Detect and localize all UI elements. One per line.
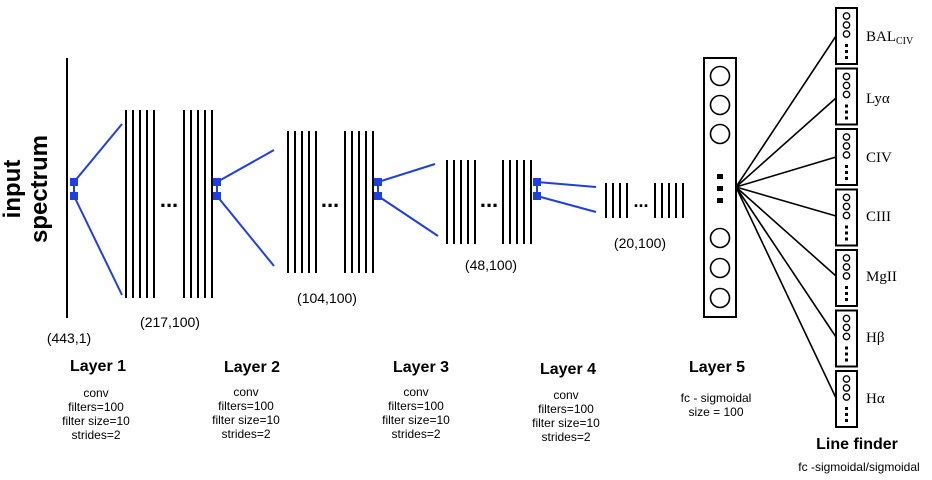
layer5-title: Layer 5: [689, 359, 745, 376]
svg-text:strides=2: strides=2: [221, 427, 270, 441]
svg-text:fc - sigmoidal: fc - sigmoidal: [681, 391, 752, 405]
layer2-title: Layer 2: [224, 359, 280, 376]
layer4-params: conv filters=100 filter size=10 strides=…: [532, 388, 600, 444]
layer3-feature-maps: [446, 160, 532, 244]
line-finder-outputs: [835, 7, 858, 428]
output-node-box: [835, 7, 858, 65]
layer1-params: conv filters=100 filter size=10 strides=…: [62, 386, 130, 442]
output-label-lya: Lyα: [866, 91, 890, 107]
svg-text:strides=2: strides=2: [541, 430, 590, 444]
layer5-params: fc - sigmoidal size = 100: [681, 391, 752, 419]
layer4-title: Layer 4: [540, 361, 596, 378]
layer4-feature-maps: [605, 183, 684, 218]
output-node-box: [835, 128, 858, 186]
svg-text:conv: conv: [233, 385, 258, 399]
input-spectrum: input spectrum (443,1): [0, 58, 91, 346]
layer4-dims: (20,100): [614, 235, 666, 251]
fc-connections: [735, 35, 837, 399]
layer3-ellipsis: ...: [480, 187, 498, 212]
svg-text:filters=100: filters=100: [388, 399, 444, 413]
layer2-dims: (104,100): [297, 290, 357, 306]
svg-text:filters=100: filters=100: [68, 400, 124, 414]
layer4-ellipsis: ...: [633, 191, 648, 211]
output-label-hb: Hβ: [866, 330, 884, 346]
output-node-box: [835, 309, 858, 368]
filter-markers: [70, 178, 541, 200]
svg-text:filter size=10: filter size=10: [62, 414, 130, 428]
output-node-box: [835, 188, 858, 247]
svg-text:strides=2: strides=2: [71, 428, 120, 442]
svg-text:strides=2: strides=2: [391, 427, 440, 441]
output-node-box: [835, 67, 858, 126]
svg-text:size = 100: size = 100: [688, 405, 743, 419]
output-label-civ: CIV: [866, 150, 892, 166]
layer1-feature-maps: [125, 110, 213, 298]
output-node-box: [835, 249, 858, 307]
output-node-box: [835, 370, 858, 428]
svg-text:filters=100: filters=100: [538, 402, 594, 416]
layer3-params: conv filters=100 filter size=10 strides=…: [382, 385, 450, 441]
svg-text:filters=100: filters=100: [218, 399, 274, 413]
svg-text:conv: conv: [83, 386, 108, 400]
svg-text:conv: conv: [403, 385, 428, 399]
layer3-title: Layer 3: [393, 359, 449, 376]
layer2-params: conv filters=100 filter size=10 strides=…: [212, 385, 280, 441]
input-label-line2: spectrum: [26, 135, 53, 243]
layer1-ellipsis: ...: [160, 187, 178, 212]
svg-text:filter size=10: filter size=10: [532, 416, 600, 430]
layer1-title: Layer 1: [70, 358, 126, 375]
layer5-fc-box: [703, 57, 737, 318]
output-label-ciii: CIII: [866, 209, 891, 225]
line-finder-subtitle: fc -sigmoidal/sigmoidal: [798, 460, 919, 474]
layer2-ellipsis: ...: [321, 187, 339, 212]
layer3-dims: (48,100): [465, 257, 517, 273]
receptive-field-connections: [73, 123, 597, 296]
line-finder-title: Line finder: [816, 436, 898, 453]
output-label-bal: BALCIV: [866, 29, 914, 47]
output-label-mgii: MgII: [866, 269, 897, 285]
svg-text:conv: conv: [553, 388, 578, 402]
svg-text:filter size=10: filter size=10: [382, 413, 450, 427]
output-label-ha: Hα: [866, 391, 885, 407]
svg-text:filter size=10: filter size=10: [212, 413, 280, 427]
layer2-feature-maps: [287, 131, 374, 273]
layer1-dims: (217,100): [140, 314, 200, 330]
input-label-line1: input: [0, 160, 26, 219]
input-dims: (443,1): [47, 330, 91, 346]
